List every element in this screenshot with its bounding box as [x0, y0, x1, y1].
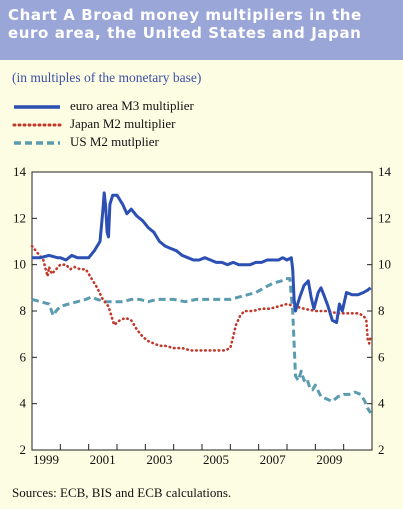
y-tick-label-left: 4	[20, 396, 27, 411]
legend-label-euro-area: euro area M3 multiplier	[70, 98, 194, 113]
legend-item-us: US M2 mutlplier	[12, 134, 312, 152]
chart-plot: 2 2 4 4 6 6 8 8 10 10 12 12 14 14 1999 2001 2003 2005 2007…	[13, 164, 392, 467]
x-tick-label: 2009	[316, 452, 342, 467]
y-tick-label-right: 14	[378, 164, 392, 179]
y-tick-label-left: 12	[13, 210, 26, 225]
y-tick-label-right: 8	[378, 303, 385, 318]
legend-label-japan: Japan M2 multiplier	[70, 116, 176, 131]
y-tick-label-right: 12	[378, 210, 391, 225]
series-line-us	[31, 277, 372, 414]
chart-subtitle: (in multiples of the monetary base)	[12, 70, 202, 85]
x-tick-label: 2005	[203, 452, 229, 467]
y-tick-label-right: 4	[378, 396, 385, 411]
source-note: Sources: ECB, BIS and ECB calculations.	[12, 485, 232, 500]
legend-swatch-us	[14, 141, 60, 145]
legend-item-japan: Japan M2 multiplier	[12, 116, 312, 134]
legend: euro area M3 multiplier Japan M2 multipl…	[12, 98, 312, 152]
y-tick-label-left: 10	[13, 257, 26, 272]
series-line-japan	[30, 244, 372, 352]
y-tick-label-left: 2	[20, 442, 27, 457]
legend-swatch-euro-area	[14, 105, 60, 109]
x-tick-label: 2001	[90, 452, 116, 467]
y-tick-label-right: 2	[378, 442, 385, 457]
series-line-euro-area	[32, 191, 372, 325]
x-tick-label: 2007	[260, 452, 287, 467]
chart-title: Chart A Broad money multipliers in the e…	[8, 6, 362, 42]
y-tick-label-left: 14	[13, 164, 27, 179]
y-tick-label-right: 10	[378, 257, 391, 272]
y-tick-label-left: 8	[20, 303, 27, 318]
x-tick-label: 2003	[146, 452, 172, 467]
title-box: Chart A Broad money multipliers in the e…	[0, 0, 403, 60]
y-tick-label-left: 6	[20, 349, 27, 364]
legend-item-euro-area: euro area M3 multiplier	[12, 98, 312, 116]
y-tick-label-right: 6	[378, 349, 385, 364]
legend-swatch-japan	[12, 123, 62, 127]
x-tick-label: 1999	[33, 452, 59, 467]
legend-label-us: US M2 mutlplier	[70, 134, 159, 149]
